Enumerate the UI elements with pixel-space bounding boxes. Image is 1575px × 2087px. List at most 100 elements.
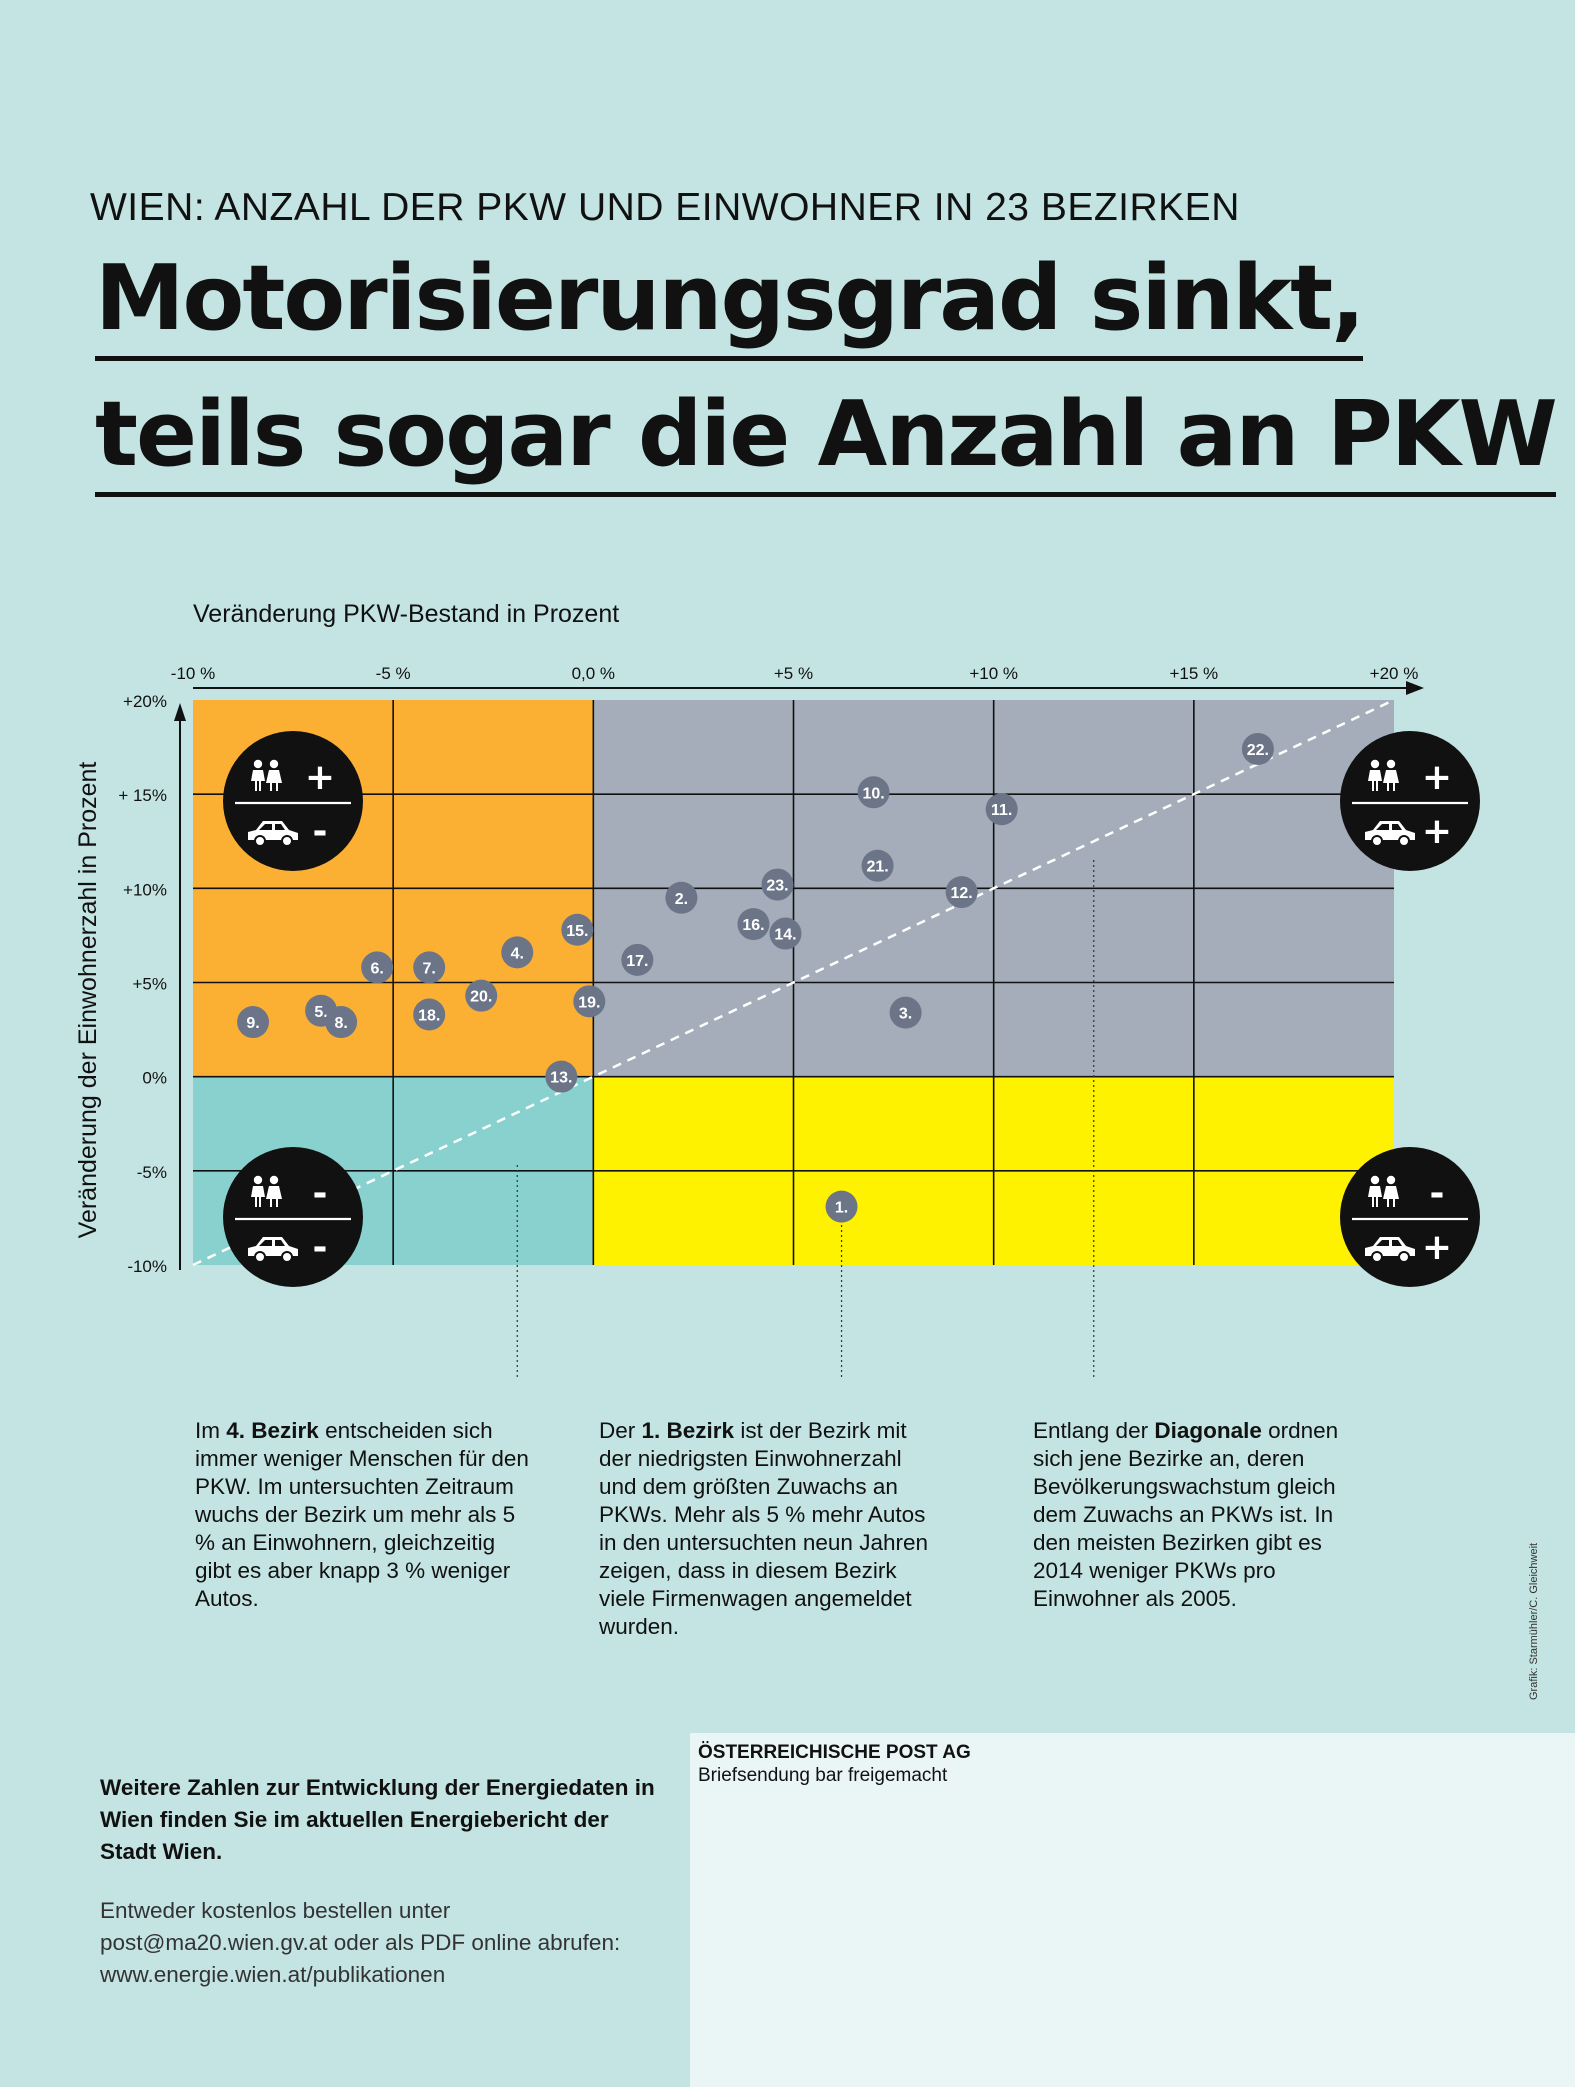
district-point: 7. <box>413 951 446 984</box>
badge-residents-up-cars-down: +- <box>223 731 363 871</box>
note-bold: 4. Bezirk <box>226 1418 319 1443</box>
x-axis-title: Veränderung PKW-Bestand in Prozent <box>193 600 619 628</box>
point-label: 21. <box>866 859 888 876</box>
point-label: 16. <box>742 917 764 934</box>
scatter-chart: -10 % -5 % 0,0 % +5 % +10 % +15 % +20 % +20% + 1… <box>74 600 1480 1380</box>
cars-sign: + <box>1422 1227 1452 1268</box>
note-diagonal: Entlang der Diagonale ordnen sich jene B… <box>1033 1417 1373 1613</box>
postage-subtitle: Briefsendung bar freigemacht <box>698 1765 948 1786</box>
y-tick-label: 0% <box>142 1069 167 1088</box>
district-point: 12. <box>945 876 978 909</box>
point-label: 11. <box>991 802 1012 819</box>
point-label: 23. <box>766 878 788 895</box>
district-point: 14. <box>769 917 802 950</box>
point-marker <box>465 979 498 1012</box>
district-point: 1. <box>825 1190 858 1223</box>
postage-panel <box>690 1733 1575 2087</box>
x-tick-label: +5 % <box>774 664 813 683</box>
point-label: 15. <box>566 923 588 940</box>
residents-sign: - <box>313 1173 328 1214</box>
point-marker <box>737 908 770 941</box>
point-label: 8. <box>334 1015 347 1032</box>
car-icon <box>1365 1237 1415 1263</box>
point-marker <box>545 1060 578 1093</box>
car-icon <box>1365 821 1415 847</box>
district-point: 6. <box>361 951 394 984</box>
cars-sign: + <box>1422 811 1452 852</box>
point-marker <box>889 996 922 1029</box>
y-axis-title: Veränderung der Einwohnerzahl in Prozent <box>74 762 102 1239</box>
district-point: 2. <box>665 881 698 914</box>
people-icon <box>251 759 282 791</box>
point-marker <box>985 793 1018 826</box>
note-bold: Diagonale <box>1154 1418 1262 1443</box>
point-marker <box>561 913 594 946</box>
residents-sign: + <box>1422 757 1452 798</box>
residents-sign: - <box>1430 1173 1445 1214</box>
car-icon <box>248 1237 298 1263</box>
x-tick-label: +20 % <box>1370 664 1419 683</box>
diagonal-line <box>192 698 1395 1267</box>
district-point: 21. <box>861 849 894 882</box>
district-point: 11. <box>985 793 1018 826</box>
note-before: Der <box>599 1418 642 1443</box>
point-marker <box>361 951 394 984</box>
residents-sign: + <box>305 757 335 798</box>
point-label: 6. <box>370 960 383 977</box>
note-before: Entlang der <box>1033 1418 1155 1443</box>
point-marker <box>769 917 802 950</box>
point-label: 3. <box>899 1006 912 1023</box>
headline-line-2: teils sogar die Anzahl an PKW <box>95 390 1558 497</box>
district-point: 18. <box>413 998 446 1031</box>
note-district-4: Im 4. Bezirk entscheiden sich immer weni… <box>195 1417 535 1613</box>
point-label: 10. <box>862 785 884 802</box>
point-label: 5. <box>314 1004 327 1021</box>
x-axis-arrow <box>1406 681 1424 695</box>
district-point: 23. <box>761 868 794 901</box>
point-marker <box>861 849 894 882</box>
point-label: 18. <box>418 1008 440 1025</box>
badge-residents-down-cars-up: -+ <box>1340 1147 1480 1287</box>
point-marker <box>621 943 654 976</box>
badge-disc <box>223 731 363 871</box>
x-tick-label: 0,0 % <box>572 664 615 683</box>
badge-disc <box>223 1147 363 1287</box>
district-point: 19. <box>573 985 606 1018</box>
point-marker <box>945 876 978 909</box>
y-tick-label: +5% <box>133 975 168 994</box>
point-label: 13. <box>550 1070 572 1087</box>
cars-sign: - <box>313 811 328 852</box>
point-label: 7. <box>423 960 436 977</box>
district-point: 22. <box>1241 732 1274 765</box>
district-point: 17. <box>621 943 654 976</box>
district-point: 3. <box>889 996 922 1029</box>
y-tick-label: -10% <box>127 1257 167 1276</box>
postage-title: ÖSTERREICHISCHE POST AG <box>698 1742 971 1763</box>
kicker: WIEN: ANZAHL DER PKW UND EINWOHNER IN 23… <box>90 186 1240 229</box>
point-marker <box>413 951 446 984</box>
cars-sign: - <box>313 1227 328 1268</box>
y-axis-arrow <box>174 703 186 721</box>
badge-residents-up-cars-up: ++ <box>1340 731 1480 871</box>
district-point: 15. <box>561 913 594 946</box>
x-tick-label: +15 % <box>1169 664 1218 683</box>
district-point: 4. <box>501 936 534 969</box>
point-label: 19. <box>578 994 600 1011</box>
x-tick-label: -10 % <box>171 664 215 683</box>
district-point: 10. <box>857 776 890 809</box>
point-marker <box>573 985 606 1018</box>
point-marker <box>665 881 698 914</box>
point-marker <box>761 868 794 901</box>
badge-disc <box>1340 1147 1480 1287</box>
point-marker <box>413 998 446 1031</box>
point-label: 20. <box>470 989 492 1006</box>
point-marker <box>501 936 534 969</box>
x-tick-label: +10 % <box>969 664 1018 683</box>
point-label: 22. <box>1247 742 1269 759</box>
district-point: 13. <box>545 1060 578 1093</box>
point-label: 17. <box>626 953 648 970</box>
car-icon <box>248 821 298 847</box>
badge-disc <box>1340 731 1480 871</box>
point-label: 1. <box>835 1200 848 1217</box>
y-tick-label: + 15% <box>118 786 167 805</box>
